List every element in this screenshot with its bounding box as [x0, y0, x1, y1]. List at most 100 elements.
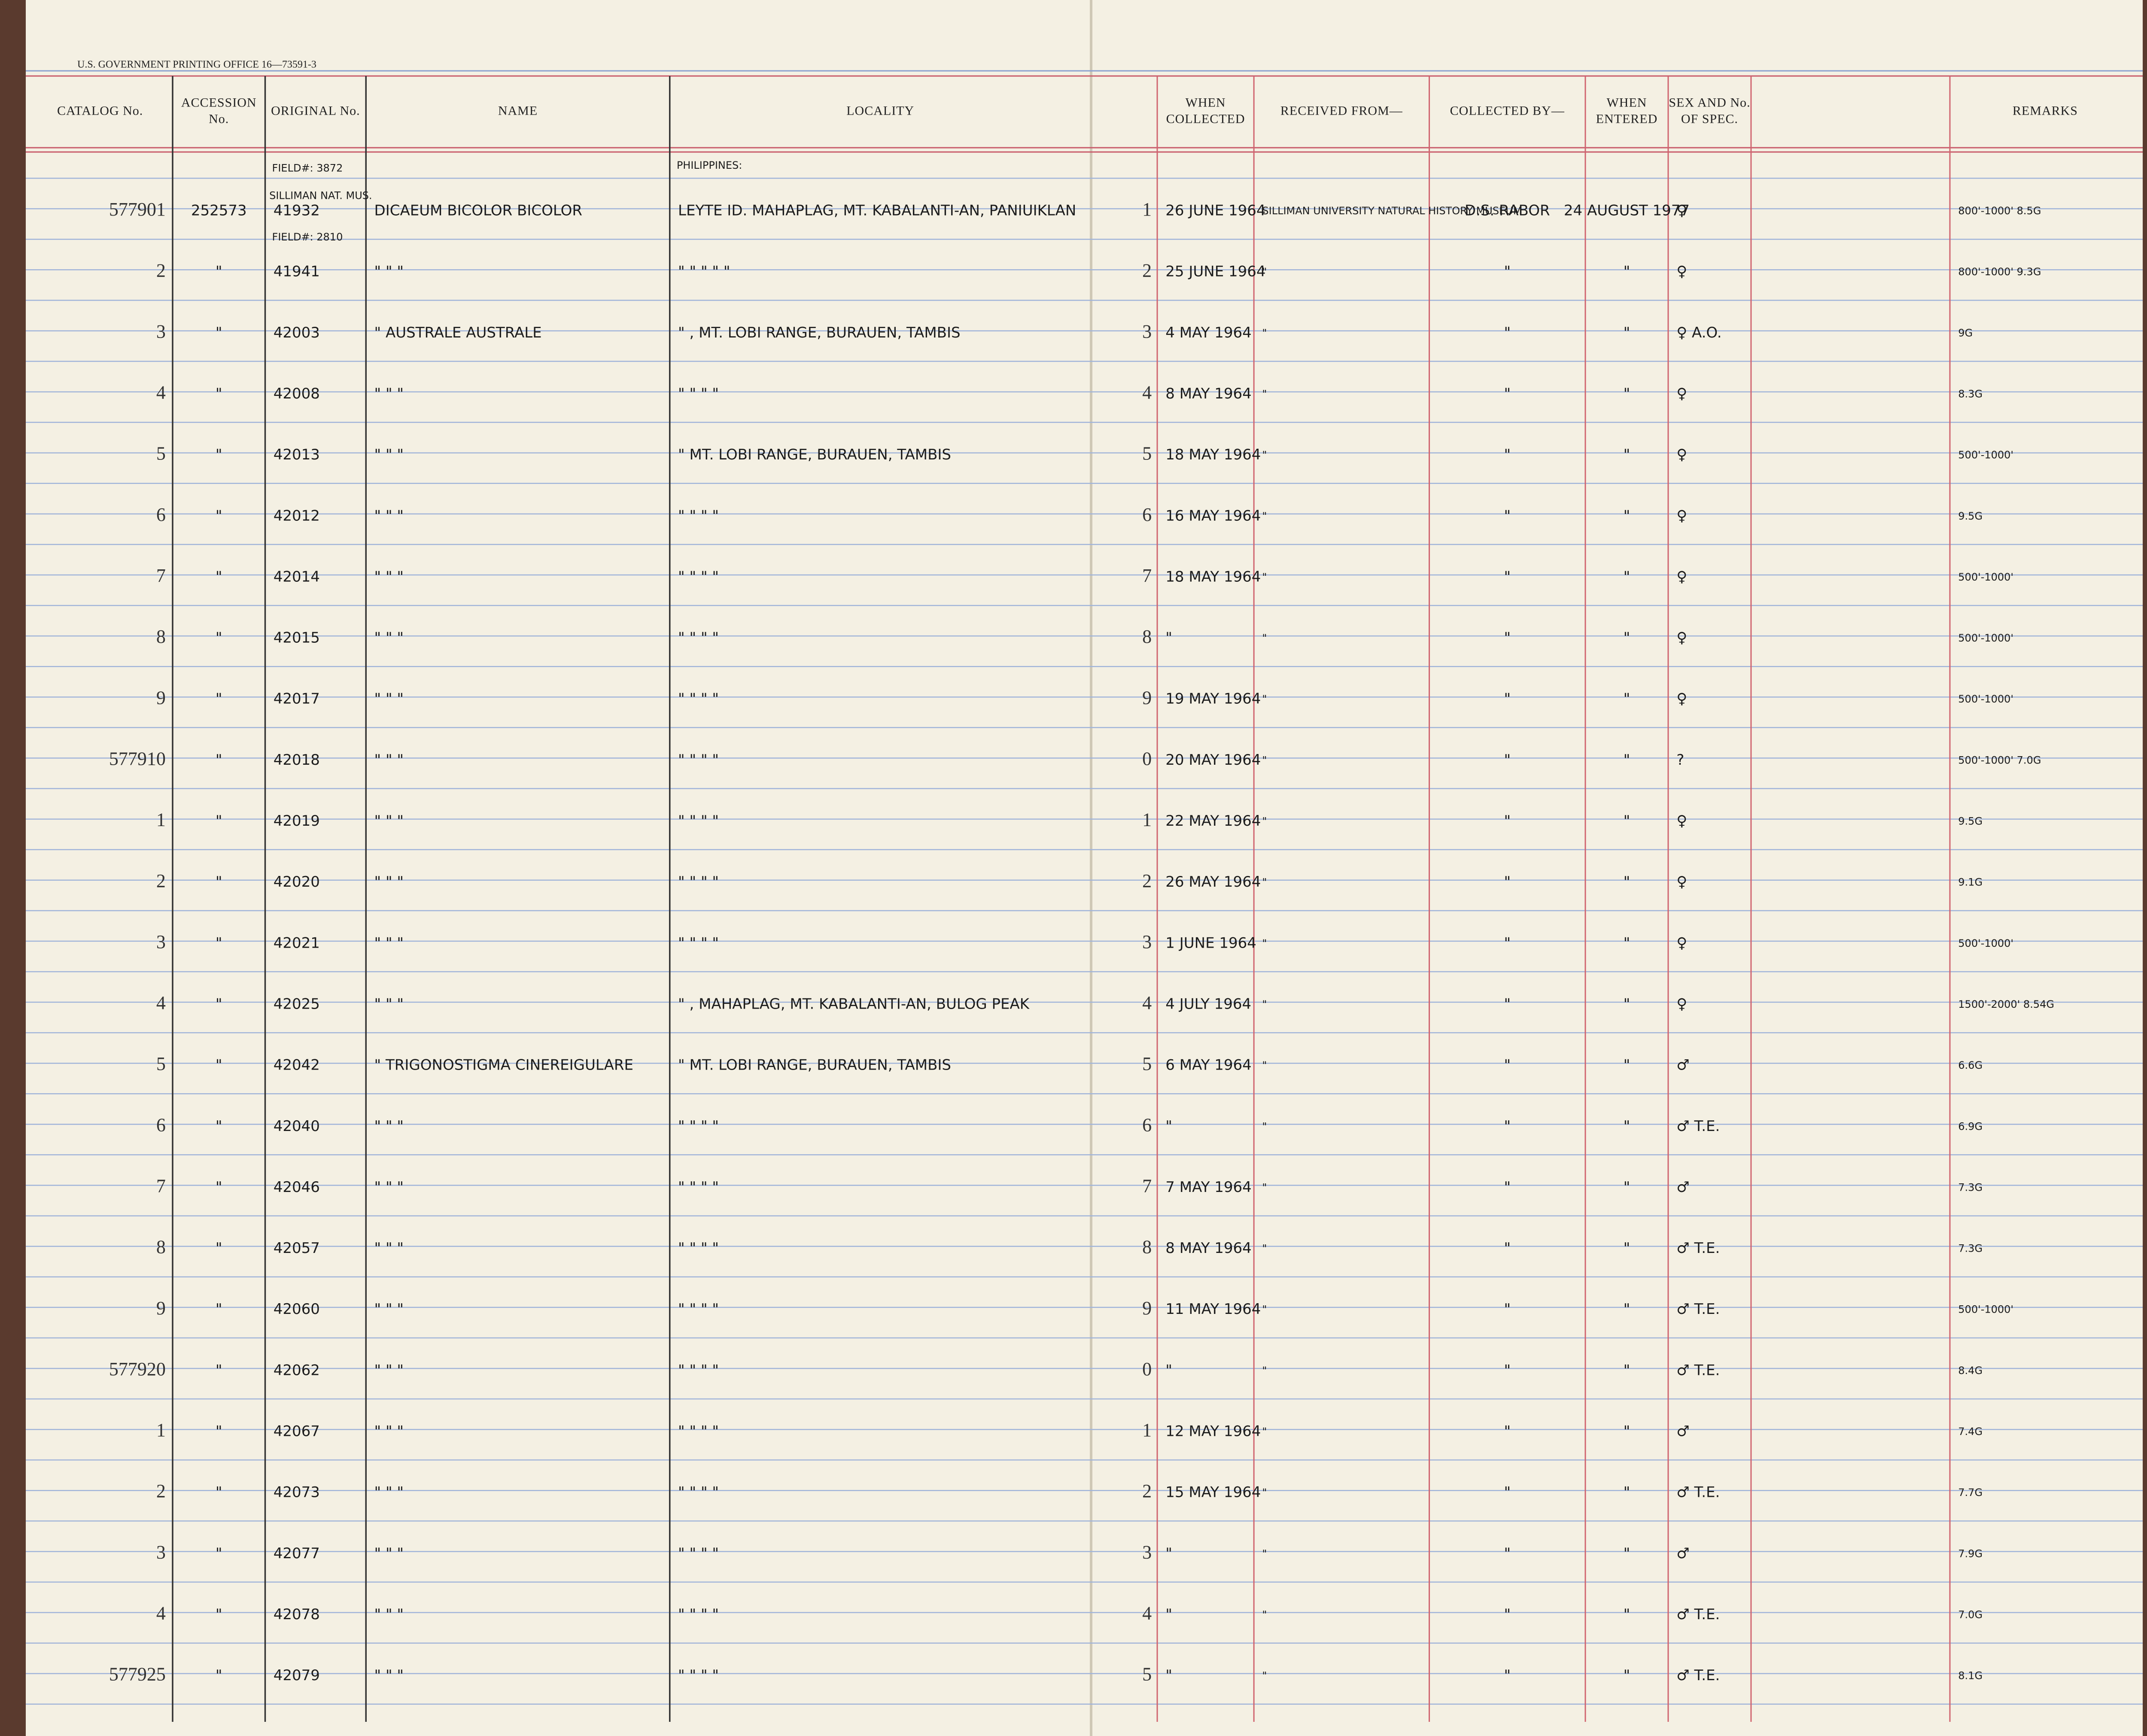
remarks-cell: 7.7G: [1958, 1487, 1983, 1499]
original-cell: 42014: [274, 568, 320, 585]
catalog-cell: 6: [156, 1114, 166, 1135]
name-cell: " " ": [374, 690, 404, 708]
accession-cell: ": [216, 1118, 222, 1135]
locality-cell: " " " ": [678, 1606, 719, 1623]
sex-cell: ♀: [1676, 568, 1687, 585]
accession-cell: ": [216, 324, 222, 341]
collected-cell: 26 MAY 1964: [1165, 873, 1261, 891]
original-cell: 42021: [274, 934, 320, 952]
catalog-cell: 577901: [109, 199, 166, 220]
row-index: 3: [1142, 931, 1152, 952]
received-cell: ": [1262, 1365, 1267, 1377]
locality-cell: " " " ": [678, 1423, 719, 1440]
name-cell: " " ": [374, 1240, 404, 1257]
sex-cell: ♂: [1676, 1423, 1689, 1440]
remarks-cell: 8.3G: [1958, 388, 1983, 400]
column-header: REMARKS: [2013, 103, 2078, 118]
collector-cell: ": [1504, 1484, 1511, 1501]
received-cell: ": [1262, 815, 1267, 827]
original-cell: 42019: [274, 812, 320, 830]
remarks-cell: 500'-1000' 7.0G: [1958, 754, 2041, 766]
entered-cell: 24 AUGUST 1977: [1564, 202, 1690, 219]
collected-cell: 16 MAY 1964: [1165, 507, 1261, 524]
name-cell: " " ": [374, 1179, 404, 1196]
row-index: 5: [1142, 1053, 1152, 1074]
name-cell: " " ": [374, 1484, 404, 1501]
collected-cell: 19 MAY 1964: [1165, 690, 1261, 708]
binding-right: [2143, 0, 2147, 1736]
name-cell: " " ": [374, 1606, 404, 1623]
sex-cell: ♂ T.E.: [1676, 1606, 1720, 1623]
column-header: COLLECTED BY—: [1450, 103, 1565, 118]
original-cell: 42008: [274, 385, 320, 402]
collector-cell: ": [1504, 629, 1511, 647]
row-index: 0: [1142, 748, 1152, 769]
catalog-cell: 1: [156, 1420, 166, 1441]
row-index: 1: [1142, 809, 1152, 830]
entered-cell: ": [1624, 446, 1630, 463]
collector-cell: ": [1504, 1545, 1511, 1562]
museum-note: SILLIMAN NAT. MUS.: [269, 190, 372, 202]
collected-cell: ": [1165, 1667, 1172, 1684]
entered-cell: ": [1624, 568, 1630, 585]
remarks-cell: 7.0G: [1958, 1608, 1983, 1620]
entered-cell: ": [1624, 812, 1630, 830]
accession-cell: ": [216, 812, 222, 830]
entered-cell: ": [1624, 263, 1630, 280]
remarks-cell: 9.5G: [1958, 815, 1983, 827]
row-index: 2: [1142, 1481, 1152, 1502]
accession-cell: ": [216, 751, 222, 769]
locality-cell: " " " ": [678, 1301, 719, 1318]
received-cell: ": [1262, 1426, 1267, 1438]
catalog-cell: 3: [156, 1541, 166, 1563]
remarks-cell: 7.3G: [1958, 1181, 1983, 1193]
catalog-cell: 4: [156, 1603, 166, 1624]
remarks-cell: 500'-1000': [1958, 937, 2013, 949]
collector-cell: ": [1504, 995, 1511, 1012]
name-cell: " " ": [374, 995, 404, 1012]
sex-cell: ♀: [1676, 446, 1687, 463]
accession-cell: ": [216, 1301, 222, 1318]
row-index: 4: [1142, 1603, 1152, 1624]
catalog-cell: 3: [156, 321, 166, 342]
catalog-cell: 6: [156, 504, 166, 525]
catalog-cell: 4: [156, 382, 166, 403]
name-cell: " " ": [374, 934, 404, 952]
row-index: 8: [1142, 626, 1152, 647]
entered-cell: ": [1624, 751, 1630, 769]
entered-cell: ": [1624, 1240, 1630, 1257]
collector-cell: ": [1504, 324, 1511, 341]
original-cell: 42073: [274, 1484, 320, 1501]
received-cell: ": [1262, 327, 1267, 339]
column-header: ORIGINAL No.: [271, 103, 360, 118]
row-index: 1: [1142, 1420, 1152, 1441]
locality-cell: " " " ": [678, 934, 719, 952]
original-cell: 42040: [274, 1118, 320, 1135]
catalog-cell: 5: [156, 443, 166, 464]
column-header: SEX AND No. OF SPEC.: [1669, 95, 1750, 126]
name-cell: " " ": [374, 385, 404, 402]
row-index: 9: [1142, 1298, 1152, 1319]
remarks-cell: 9.1G: [1958, 876, 1983, 888]
original-cell: 42057: [274, 1240, 320, 1257]
locality-cell: " , MT. LOBI RANGE, BURAUEN, TAMBIS: [678, 324, 961, 341]
remarks-cell: 800'-1000' 9.3G: [1958, 266, 2041, 278]
column-header: RECEIVED FROM—: [1280, 103, 1403, 118]
received-cell: ": [1262, 1608, 1267, 1620]
sex-cell: ♂ T.E.: [1676, 1484, 1720, 1501]
remarks-cell: 6.9G: [1958, 1120, 1983, 1132]
locality-cell: " " " ": [678, 1484, 719, 1501]
accession-cell: ": [216, 1240, 222, 1257]
catalog-cell: 8: [156, 1237, 166, 1258]
collector-cell: ": [1504, 507, 1511, 524]
entered-cell: ": [1624, 1484, 1630, 1501]
accession-cell: ": [216, 1179, 222, 1196]
name-cell: " " ": [374, 1667, 404, 1684]
row-index: 0: [1142, 1359, 1152, 1380]
sex-cell: ♀: [1676, 629, 1687, 647]
catalog-cell: 577925: [109, 1664, 166, 1685]
name-cell: " " ": [374, 751, 404, 769]
original-cell: 42067: [274, 1423, 320, 1440]
locality-cell: " " " ": [678, 1179, 719, 1196]
